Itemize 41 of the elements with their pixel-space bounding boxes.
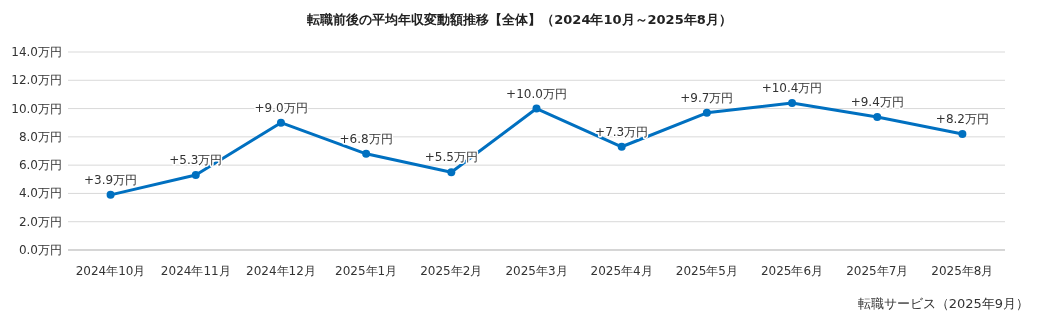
x-tick-label: 2025年4月 — [590, 264, 653, 278]
data-label: +8.2万円 — [935, 112, 989, 127]
data-label: +7.3万円 — [595, 124, 649, 139]
point — [276, 118, 285, 127]
data-label: +10.0万円 — [506, 86, 567, 101]
y-tick-label: 0.0万円 — [18, 243, 62, 257]
point — [191, 171, 200, 180]
point — [106, 190, 115, 199]
y-tick-label: 8.0万円 — [18, 129, 62, 144]
point — [617, 142, 626, 151]
x-tick-label: 2024年12月 — [246, 264, 316, 278]
point — [873, 113, 882, 122]
y-tick-label: 6.0万円 — [18, 158, 62, 173]
y-tick-label: 14.0万円 — [11, 45, 62, 59]
point — [532, 104, 541, 113]
x-tick-label: 2025年6月 — [760, 264, 824, 278]
data-label: +10.4万円 — [761, 80, 823, 95]
x-tick-label: 2025年1月 — [335, 264, 398, 278]
point — [447, 168, 456, 177]
data-label: +6.8万円 — [339, 131, 393, 146]
y-tick-label: 2.0万円 — [18, 214, 62, 229]
x-tick-label: 2024年10月 — [75, 264, 146, 278]
x-tick-label: 2025年3月 — [505, 264, 568, 278]
point — [702, 108, 711, 117]
point — [362, 149, 371, 158]
y-tick-label: 4.0万円 — [18, 186, 62, 201]
data-label: +9.4万円 — [850, 95, 904, 110]
point — [788, 98, 797, 107]
x-tick-label: 2025年8月 — [931, 264, 994, 278]
x-tick-label: 2024年11月 — [160, 264, 231, 278]
point — [958, 130, 967, 139]
x-tick-label: 2025年5月 — [675, 264, 738, 278]
text: 転職サービス（2025年9月） — [857, 296, 1029, 311]
x-tick-label: 2025年2月 — [420, 264, 483, 278]
y-tick-label: 10.0万円 — [11, 101, 62, 116]
data-label: +3.9万円 — [84, 172, 138, 187]
data-label: +9.0万円 — [254, 100, 308, 115]
chart-title: 転職前後の平均年収変動額推移【全体】（2024年10月～2025年8月） — [306, 12, 732, 27]
data-label: +9.7万円 — [680, 90, 734, 105]
x-tick-label: 2025年7月 — [846, 264, 909, 278]
y-tick-label: 12.0万円 — [11, 73, 62, 88]
